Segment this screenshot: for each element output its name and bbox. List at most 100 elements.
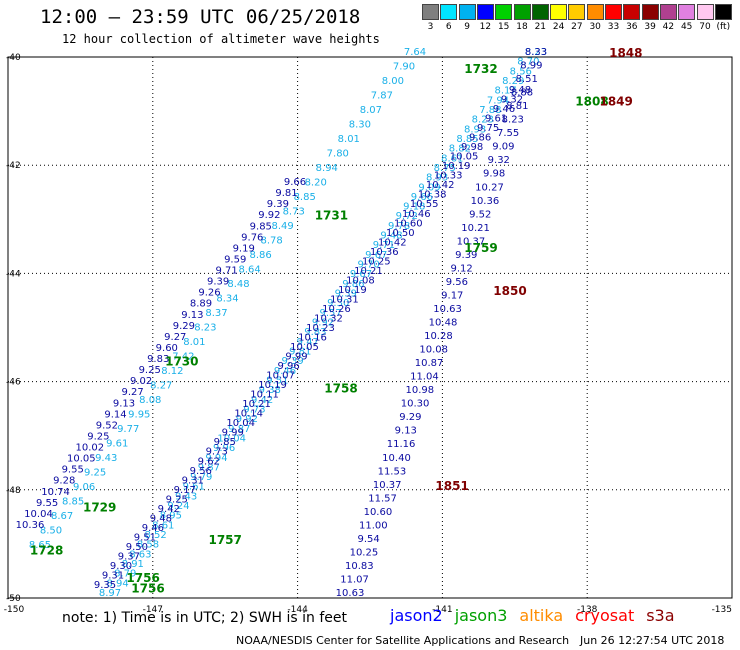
wave-height-value: 9.61 [485,114,507,125]
wave-height-value: 9.09 [492,142,514,153]
pass-time-label: 1757 [208,533,241,547]
wave-height-value: 9.66 [284,177,306,188]
wave-height-value: 10.83 [345,561,374,572]
longitude-tick-label: -147 [143,605,163,615]
wave-height-value: 9.52 [469,209,491,220]
wave-height-value: 9.61 [106,439,128,450]
pass-time-label: 1728 [30,544,63,558]
wave-height-value: 8.01 [338,134,360,145]
wave-height-value: 8.17 [494,86,516,97]
wave-height-value: 10.21 [242,399,271,410]
wave-height-value: 8.49 [271,221,293,232]
wave-height-value: 9.28 [53,476,75,487]
wave-height-value: 9.98 [461,142,483,153]
wave-height-value: 8.99 [520,61,542,72]
pass-time-label: 1756 [126,571,159,585]
legend-swatch [678,4,696,20]
wave-height-value: 10.87 [415,358,444,369]
wave-height-value: 10.50 [386,228,415,239]
wave-height-value: 9.62 [198,456,220,467]
legend-label: 33 [607,22,620,32]
legend-swatch [495,4,513,20]
legend-label: 6 [445,22,452,32]
wave-height-value: 9.78 [388,221,410,232]
wave-height-value: 9.39 [281,356,303,367]
wave-height-value: 9.46 [274,366,296,377]
wave-height-value: 9.67 [365,250,387,261]
legend-swatch [458,4,476,20]
wave-height-value: 10.37 [373,480,402,491]
legend-label: 12 [479,22,492,32]
wave-height-value: 9.50 [126,542,148,553]
pass-time-label: 1849 [599,95,632,109]
wave-height-value: 10.05 [290,342,319,353]
longitude-tick-label: -150 [4,605,25,615]
wave-height-value: 8.85 [456,134,478,145]
wave-height-value: 8.30 [349,120,371,131]
wave-height-value: 9.12 [450,263,472,274]
wave-height-value: 9.87 [198,462,220,473]
wave-height-value: 10.42 [426,180,455,191]
wave-height-value: 9.31 [182,475,204,486]
wave-height-value: 9.52 [96,420,118,431]
pass-time-label: 1758 [324,381,357,395]
pass-time-label: 1850 [493,284,526,298]
wave-height-value: 10.07 [266,371,295,382]
wave-height-value: 8.52 [144,530,166,541]
legend-swatch [696,4,714,20]
legend-swatch [476,4,494,20]
pass-time-label: 1851 [435,479,468,493]
wave-height-value: 8.48 [227,279,249,290]
legend-swatch [605,4,622,20]
wave-height-value: 9.43 [95,453,117,464]
legend-label: 30 [589,22,601,32]
wave-height-value: 9.83 [304,327,326,338]
legend-label: 39 [644,22,656,32]
wave-height-value: 7.94 [487,95,509,106]
wave-height-value: 9.75 [477,123,499,134]
wave-height-value: 9.81 [289,347,311,358]
wave-height-value: 9.32 [488,155,510,166]
page-title: 12:00 — 23:59 UTC 06/25/2018 [40,6,361,28]
wave-height-value: 8.86 [249,250,271,261]
wave-height-value: 9.48 [150,513,172,524]
pass-time-label: 1730 [165,354,198,368]
wave-height-value: 9.24 [167,501,189,512]
legend-swatch [659,4,677,20]
wave-height-value: 9.96 [213,443,235,454]
wave-height-value: 8.34 [216,294,238,305]
wave-height-value: 8.70 [517,57,539,68]
wave-height-value: 11.04 [410,372,439,383]
wave-height-value: 8.81 [506,101,528,112]
wave-height-value: 9.92 [312,318,334,329]
wave-height-value: 9.56 [190,466,212,477]
wave-height-value: 8.20 [305,178,327,189]
wave-height-value: 8.29 [502,76,524,87]
wave-height-value: 10.19 [338,285,367,296]
wave-height-value: 9.83 [147,354,169,365]
wave-height-value: 7.42 [172,352,194,363]
wave-height-value: 9.42 [251,395,273,406]
wave-height-value: 8.78 [260,236,282,247]
wave-height-value: 9.43 [175,491,197,502]
wave-height-value: 8.00 [382,76,404,87]
wave-height-value: 9.17 [174,485,196,496]
wave-height-value: 9.14 [104,409,126,420]
wave-height-value: 8.93 [464,124,486,135]
legend-label: (ft) [716,22,731,32]
wave-height-value: 8.94 [316,163,338,174]
pass-time-label: 1729 [83,500,116,514]
wave-height-value: 10.46 [402,209,431,220]
wave-height-value: 10.23 [306,323,335,334]
generated-timestamp: Jun 26 12:27:54 UTC 2018 [580,634,725,647]
wave-height-value: 10.14 [234,409,263,420]
wave-height-value: 9.47 [297,337,319,348]
longitude-tick-label: -141 [432,605,452,615]
legend-swatch [440,4,458,20]
wave-height-value: 9.39 [267,199,289,210]
legend-swatch [641,4,659,20]
wave-height-value: 9.27 [121,387,143,398]
wave-height-value: 9.92 [258,210,280,221]
wave-height-value: 10.05 [67,454,96,465]
wave-height-value: 9.57 [319,308,341,319]
